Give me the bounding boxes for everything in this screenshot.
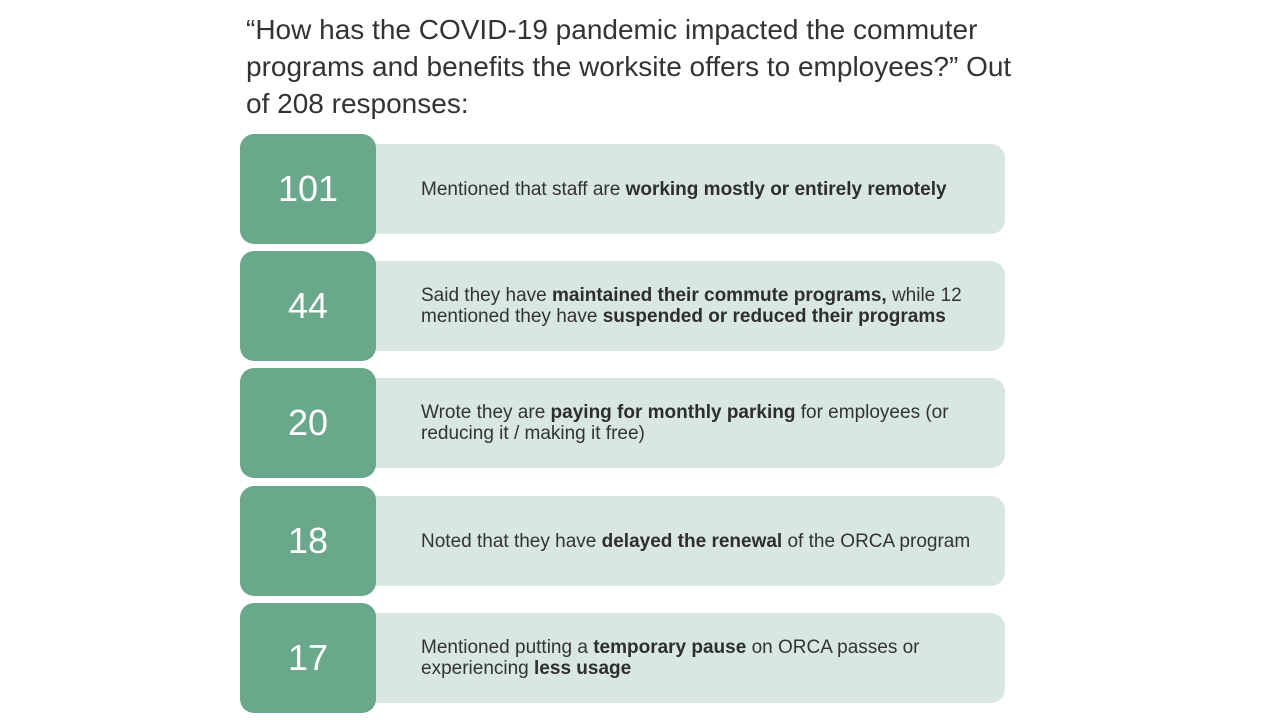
description-emphasis: paying for monthly parking xyxy=(550,402,796,423)
stat-description: Noted that they have delayed the renewal… xyxy=(421,531,981,552)
description-text: on ORCA passes or experiencing xyxy=(421,637,920,679)
stat-description-box: Said they have maintained their commute … xyxy=(360,261,1005,351)
description-emphasis: delayed the renewal xyxy=(601,530,783,552)
description-emphasis: less usage xyxy=(534,658,632,679)
stat-row: 17 Mentioned putting a temporary pause o… xyxy=(240,603,1005,713)
stat-row: 101 Mentioned that staff are working mos… xyxy=(240,134,1005,244)
stat-number: 20 xyxy=(240,368,376,478)
description-text: for employees (or reducing it / making i… xyxy=(421,402,949,444)
stat-description-box: Noted that they have delayed the renewal… xyxy=(360,496,1005,586)
description-text: Said they have xyxy=(421,285,552,306)
stat-description: Wrote they are paying for monthly parkin… xyxy=(421,402,981,444)
stat-number: 101 xyxy=(240,134,376,244)
slide-title: “How has the COVID-19 pandemic impacted … xyxy=(246,14,1012,119)
description-text: of the ORCA program xyxy=(782,530,971,552)
description-emphasis: working mostly or entirely remotely xyxy=(625,178,947,200)
description-emphasis: maintained their commute programs, xyxy=(551,285,887,306)
stat-row: 20 Wrote they are paying for monthly par… xyxy=(240,368,1005,478)
description-text: Noted that they have xyxy=(421,530,602,552)
stat-description-box: Wrote they are paying for monthly parkin… xyxy=(360,378,1005,468)
description-emphasis: suspended or reduced their programs xyxy=(602,306,946,327)
stat-description-box: Mentioned that staff are working mostly … xyxy=(360,144,1005,234)
stat-number: 17 xyxy=(240,603,376,713)
description-text: while 12 mentioned they have xyxy=(421,285,962,327)
stat-row: 44 Said they have maintained their commu… xyxy=(240,251,1005,361)
description-text: Mentioned that staff are xyxy=(421,178,626,200)
description-text: Mentioned putting a xyxy=(421,637,594,658)
stat-row: 18 Noted that they have delayed the rene… xyxy=(240,486,1005,596)
description-emphasis: temporary pause xyxy=(593,637,747,658)
stat-description: Mentioned that staff are working mostly … xyxy=(421,179,981,200)
stat-description-box: Mentioned putting a temporary pause on O… xyxy=(360,613,1005,703)
stat-number: 18 xyxy=(240,486,376,596)
stat-description: Said they have maintained their commute … xyxy=(421,285,981,327)
stat-description: Mentioned putting a temporary pause on O… xyxy=(421,637,981,679)
stat-number: 44 xyxy=(240,251,376,361)
description-text: Wrote they are xyxy=(421,402,551,423)
